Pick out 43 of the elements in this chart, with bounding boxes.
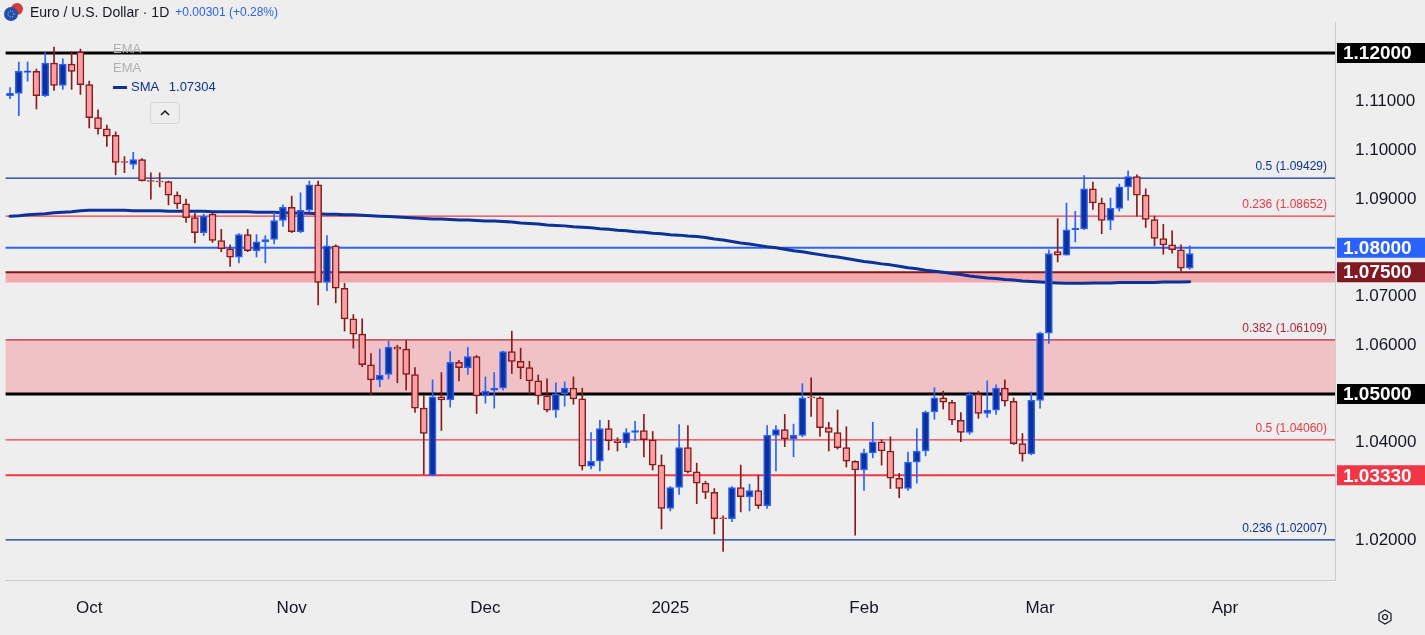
x-tick-label: Feb	[849, 598, 879, 618]
ref-line-label: 0.236 (1.02007)	[1242, 521, 1327, 536]
candlestick	[983, 380, 992, 418]
candlestick	[807, 377, 815, 417]
candlestick	[719, 515, 727, 552]
candlestick	[1159, 224, 1168, 255]
y-tick-label: 1.06000	[1355, 334, 1417, 354]
y-tick-label: 1.02000	[1355, 529, 1417, 549]
ref-line-label: 0.5 (1.04060)	[1255, 421, 1327, 436]
candlestick	[631, 420, 639, 442]
x-tick-label: Nov	[276, 598, 308, 618]
annotation: EMA	[112, 59, 143, 77]
y-tick-label: 1.09000	[1355, 188, 1417, 208]
y-tick-label: 1.10000	[1355, 140, 1417, 160]
legend-label: SMA	[131, 79, 160, 94]
annotation: 1.07304	[167, 79, 216, 94]
candlestick	[1053, 218, 1062, 263]
y-tick-label: 1.11000	[1355, 91, 1416, 111]
x-tick-label: 2025	[651, 598, 690, 618]
y-tick-label: 1.04000	[1355, 432, 1417, 452]
chart-title: Euro / U.S. Dollar · 1D	[30, 4, 170, 20]
candlestick	[587, 432, 595, 470]
candlestick	[736, 464, 745, 513]
candlestick	[508, 330, 516, 374]
y-tick-label: 1.07500	[1343, 261, 1412, 283]
ref-line-label: 0.236 (1.08652)	[1242, 197, 1327, 212]
y-tick-label: 1.05000	[1343, 383, 1412, 405]
x-tick-label: Oct	[76, 598, 103, 618]
y-tick-label: 1.03330	[1343, 464, 1412, 486]
x-tick-label: Mar	[1025, 598, 1056, 618]
ref-line-label: 0.5 (1.09429)	[1255, 159, 1327, 174]
candlestick	[6, 87, 14, 100]
ref-line-label: 0.382 (1.06109)	[1242, 321, 1327, 336]
x-tick-label: Dec	[470, 598, 502, 618]
x-tick-label: Apr	[1211, 598, 1239, 618]
y-tick-label: 1.12000	[1343, 42, 1412, 64]
candlestick	[851, 460, 860, 536]
chart-subtitle: +0.00301 (+0.28%)	[175, 5, 279, 19]
candlestick	[375, 348, 384, 387]
candlestick	[912, 428, 921, 484]
candlestick	[1168, 230, 1176, 254]
y-tick-label: 1.08000	[1343, 237, 1412, 259]
y-tick-label: 1.07000	[1355, 286, 1417, 306]
